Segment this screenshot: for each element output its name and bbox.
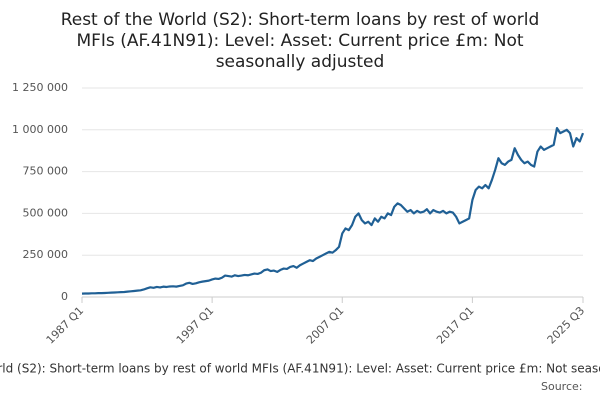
chart-title: seasonally adjusted	[216, 52, 385, 72]
y-tick-label: 1 250 000	[12, 81, 68, 94]
chart-title: Rest of the World (S2): Short-term loans…	[61, 10, 540, 30]
line	[81, 127, 585, 295]
y-tick-label: 750 000	[23, 165, 69, 178]
x-tick-label: 2017 Q1	[434, 304, 477, 347]
x-tick-label: 2007 Q1	[304, 304, 347, 347]
y-tick-label: 0	[61, 290, 68, 303]
x-tick-label: 1997 Q1	[174, 304, 217, 347]
y-tick-label: 250 000	[23, 248, 69, 261]
y-tick-label: 1 000 000	[12, 123, 68, 136]
legend-entry: Rest of the World (S2): Short-term loans…	[0, 362, 600, 376]
x-tick-label: 2025 Q3	[545, 304, 588, 347]
chart-title: MFIs (AF.41N91): Level: Asset: Current p…	[76, 31, 523, 51]
x-tick-label: 1987 Q1	[44, 304, 87, 347]
source: Source:	[541, 380, 583, 393]
y-tick-label: 500 000	[23, 206, 69, 219]
